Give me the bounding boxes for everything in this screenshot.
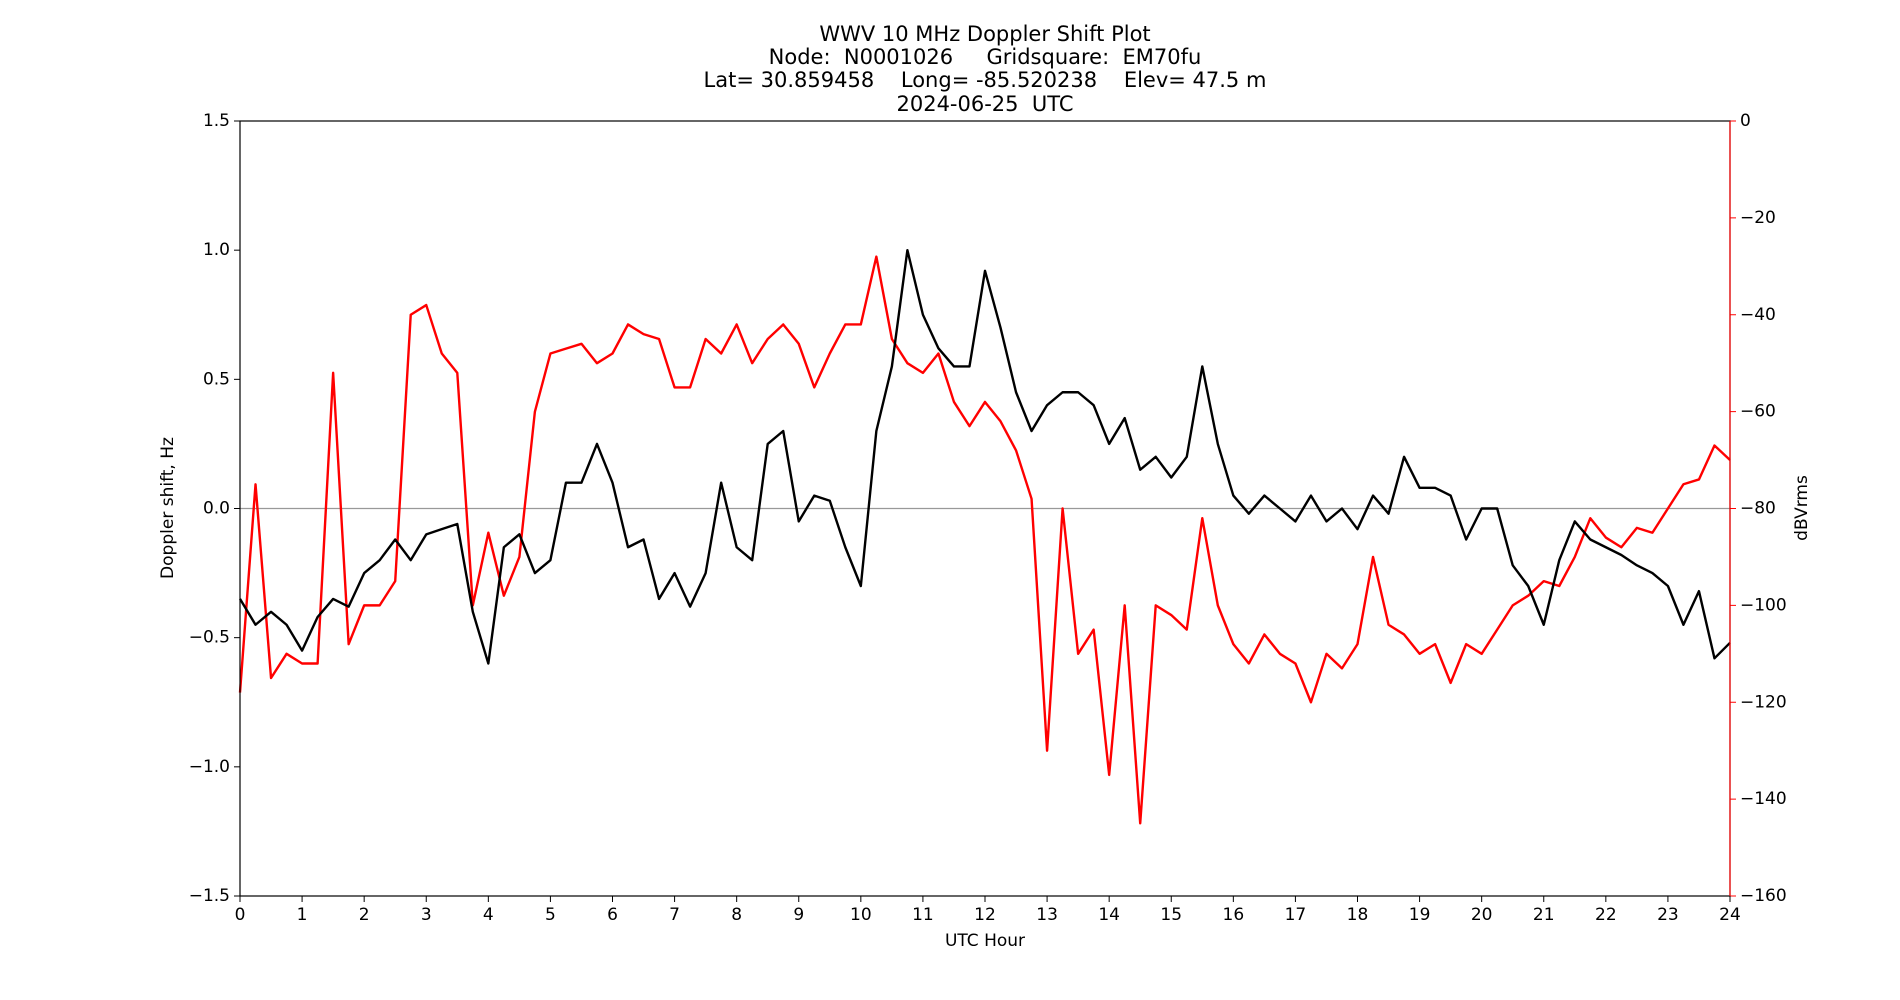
x-tick-label: 22 <box>1595 905 1617 925</box>
y2-tick-label: −80 <box>1740 499 1776 519</box>
y-tick-label: 0.0 <box>203 499 230 519</box>
x-tick-label: 24 <box>1719 905 1741 925</box>
x-tick-label: 11 <box>912 905 934 925</box>
x-tick-label: 21 <box>1533 905 1555 925</box>
y2-tick-label: −120 <box>1740 692 1787 712</box>
x-tick-label: 6 <box>607 905 618 925</box>
line-series <box>238 255 1731 825</box>
x-tick-label: 16 <box>1223 905 1245 925</box>
chart-subtitle: 2024-06-25 UTC <box>896 92 1073 116</box>
y-tick-label: −1.5 <box>189 886 230 906</box>
x-tick-label: 10 <box>850 905 872 925</box>
x-tick-label: 7 <box>669 905 680 925</box>
y2-tick-label: −20 <box>1740 208 1776 228</box>
y-axis-label: Doppler shift, Hz <box>158 437 178 579</box>
x-tick-label: 1 <box>297 905 308 925</box>
x-tick-label: 8 <box>731 905 742 925</box>
x-tick-label: 23 <box>1657 905 1679 925</box>
y2-tick-label: −140 <box>1740 789 1787 809</box>
x-tick-label: 4 <box>483 905 494 925</box>
x-tick-label: 18 <box>1347 905 1369 925</box>
chart-subtitle: Node: N0001026 Gridsquare: EM70fu <box>769 45 1202 69</box>
line-series <box>238 248 1731 665</box>
x-tick-label: 14 <box>1098 905 1120 925</box>
x-axis-label: UTC Hour <box>945 931 1025 951</box>
x-tick-label: 2 <box>359 905 370 925</box>
x-tick-label: 0 <box>235 905 246 925</box>
y2-axis-label: dBVrms <box>1792 475 1812 541</box>
chart-title: WWV 10 MHz Doppler Shift Plot <box>819 22 1150 46</box>
y2-tick-label: −160 <box>1740 886 1787 906</box>
x-tick-label: 19 <box>1409 905 1431 925</box>
y-tick-label: 1.5 <box>203 111 230 131</box>
chart-subtitle: Lat= 30.859458 Long= -85.520238 Elev= 47… <box>704 68 1267 92</box>
y2-tick-label: −40 <box>1740 305 1776 325</box>
y2-tick-label: −100 <box>1740 595 1787 615</box>
x-tick-label: 15 <box>1160 905 1182 925</box>
x-tick-label: 12 <box>974 905 996 925</box>
x-tick-label: 5 <box>545 905 556 925</box>
y-tick-label: −1.0 <box>189 757 230 777</box>
y-tick-label: 0.5 <box>203 369 230 389</box>
x-tick-label: 3 <box>421 905 432 925</box>
y2-tick-label: 0 <box>1740 111 1751 131</box>
x-tick-label: 17 <box>1285 905 1307 925</box>
y2-tick-label: −60 <box>1740 402 1776 422</box>
x-tick-label: 9 <box>793 905 804 925</box>
y-tick-label: −0.5 <box>189 628 230 648</box>
y-tick-label: 1.0 <box>203 240 230 260</box>
x-tick-label: 13 <box>1036 905 1058 925</box>
x-tick-label: 20 <box>1471 905 1493 925</box>
